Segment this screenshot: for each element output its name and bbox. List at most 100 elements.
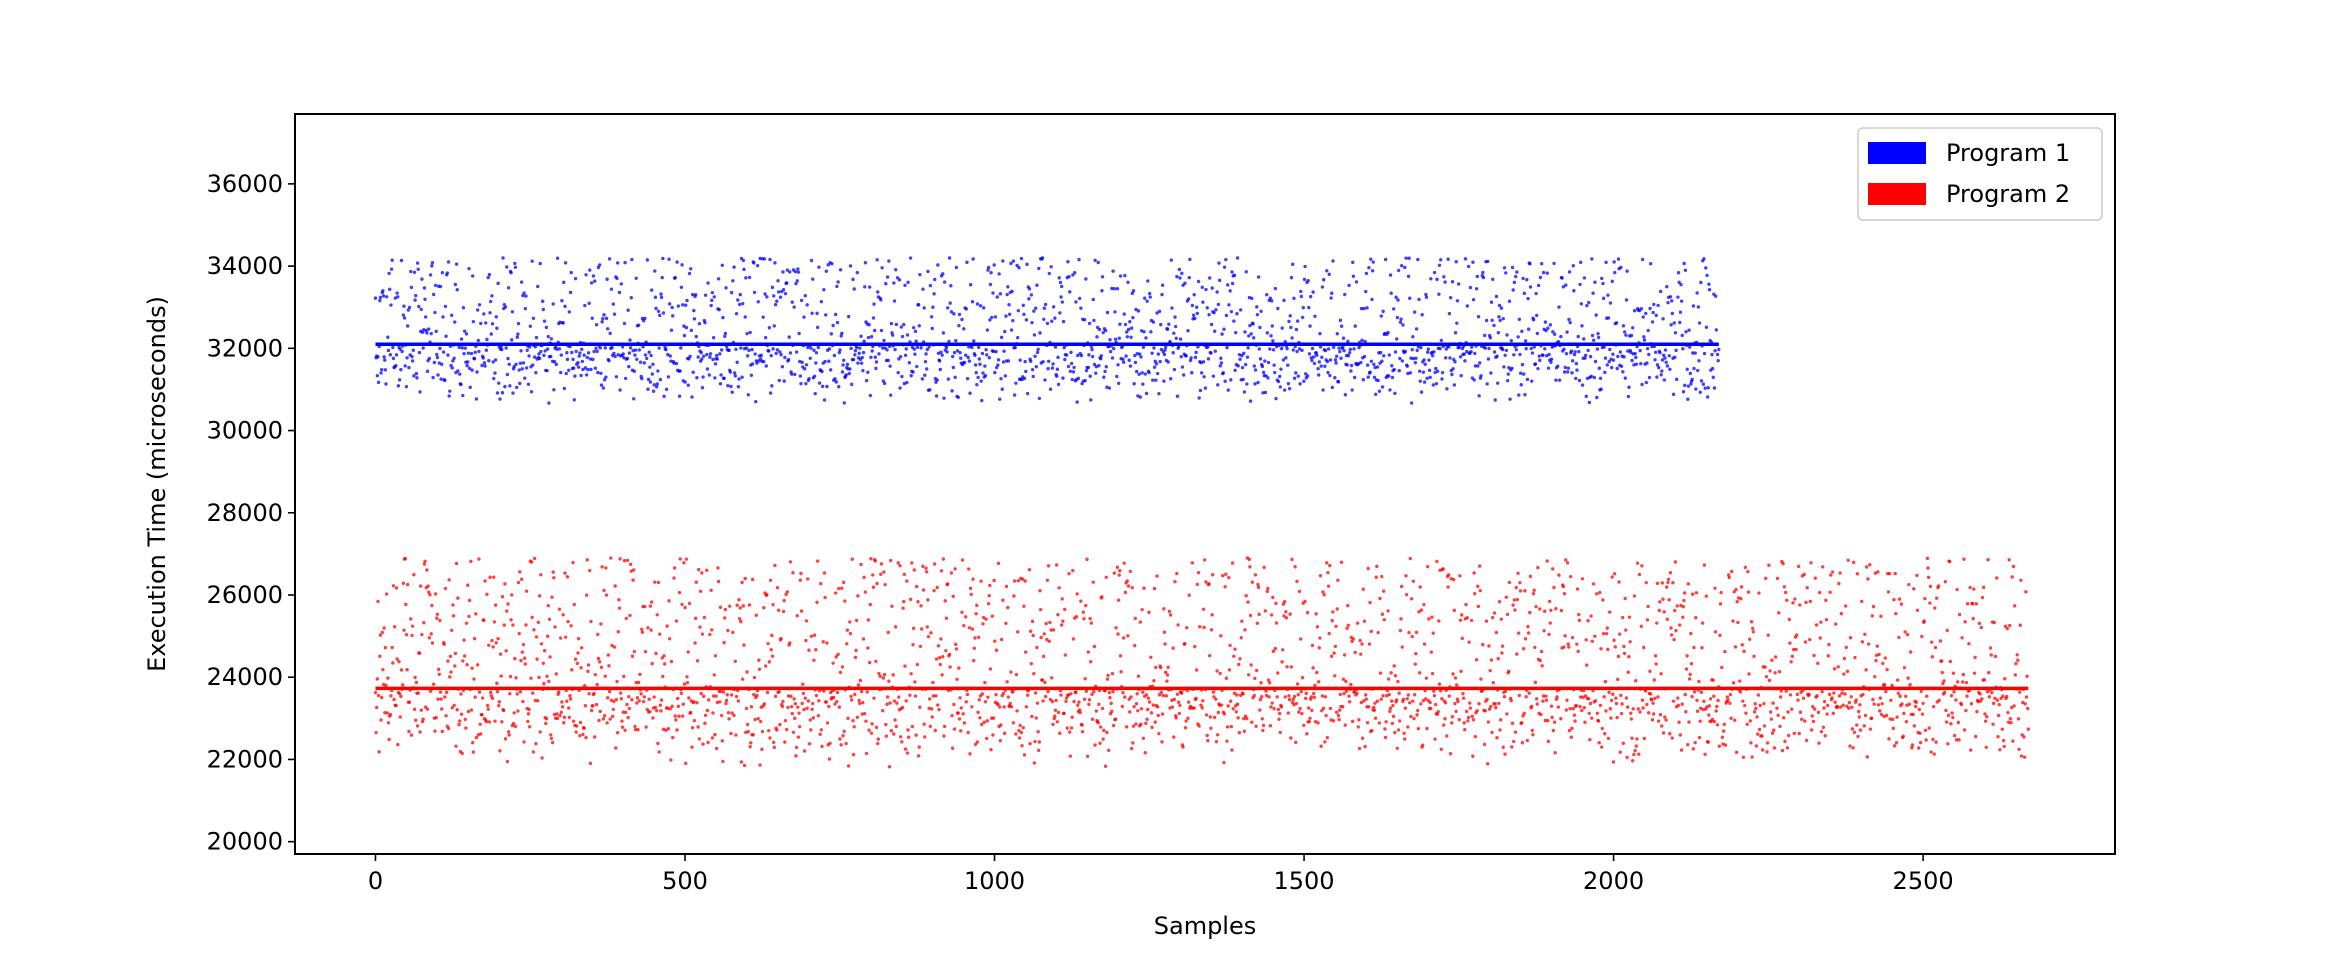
series-1-point <box>1038 331 1042 335</box>
series-1-point <box>941 272 945 276</box>
series-2-point <box>391 584 396 588</box>
series-2-point <box>865 690 869 694</box>
series-2-point <box>848 620 852 624</box>
series-1-point <box>1137 372 1141 376</box>
series-1-point <box>928 283 933 288</box>
series-2-point <box>1783 739 1787 744</box>
series-1-point <box>1025 262 1029 267</box>
series-1-point <box>1424 292 1428 297</box>
series-1-point <box>1427 358 1431 362</box>
series-2-point <box>956 711 960 715</box>
series-2-point <box>1762 724 1767 728</box>
series-2-point <box>1681 615 1685 619</box>
series-1-point <box>1022 376 1027 381</box>
series-2-point <box>1457 717 1461 722</box>
series-2-point <box>1690 694 1694 699</box>
series-1-point <box>1034 365 1039 369</box>
series-2-point <box>723 607 728 612</box>
series-2-point <box>560 700 564 704</box>
series-2-point <box>755 693 759 698</box>
series-1-point <box>1172 367 1177 372</box>
series-1-point <box>989 271 993 275</box>
series-2-point <box>539 573 543 577</box>
series-2-point <box>2026 727 2031 731</box>
series-2-point <box>477 557 481 561</box>
series-2-point <box>1612 572 1617 576</box>
series-1-point <box>923 359 928 364</box>
series-2-point <box>1801 696 1806 700</box>
series-2-point <box>1971 616 1975 621</box>
series-2-point <box>1313 683 1317 688</box>
series-1-point <box>1238 357 1242 361</box>
series-2-point <box>1860 640 1865 644</box>
series-2-point <box>435 616 439 620</box>
series-1-point <box>514 362 518 366</box>
series-1-point <box>1316 367 1320 371</box>
series-2-point <box>636 728 640 732</box>
series-2-point <box>805 706 809 710</box>
series-1-point <box>391 356 396 361</box>
series-2-point <box>1139 722 1143 726</box>
series-2-point <box>1589 614 1593 618</box>
series-1-point <box>1411 335 1415 339</box>
series-2-point <box>951 594 955 598</box>
series-2-point <box>895 701 899 705</box>
series-1-point <box>679 346 683 350</box>
series-2-point <box>549 736 554 741</box>
series-1-point <box>608 331 612 336</box>
series-1-point <box>1337 346 1341 350</box>
series-1-point <box>1457 345 1462 350</box>
series-1-point <box>994 365 999 370</box>
series-1-point <box>1279 346 1284 351</box>
series-2-point <box>1893 571 1897 576</box>
series-2-point <box>1608 610 1612 614</box>
y-tick-label: 28000 <box>207 499 283 527</box>
series-1-point <box>991 291 995 295</box>
series-2-point <box>1273 646 1277 651</box>
series-2-point <box>1393 730 1397 735</box>
series-2-point <box>935 585 939 590</box>
series-2-point <box>790 711 794 716</box>
series-1-point <box>1588 354 1593 359</box>
series-1-point <box>736 298 740 302</box>
series-2-point <box>1256 585 1261 590</box>
series-1-point <box>770 384 774 388</box>
series-1-point <box>983 364 987 368</box>
series-2-point <box>834 655 838 659</box>
series-1-point <box>1124 354 1128 358</box>
series-1-point <box>759 353 764 358</box>
series-1-point <box>1157 309 1162 314</box>
series-2-point <box>1630 759 1635 763</box>
series-2-point <box>1246 600 1250 604</box>
series-2-point <box>1318 636 1322 640</box>
series-1-point <box>1525 377 1530 382</box>
series-1-point <box>1408 371 1413 375</box>
series-1-point <box>1339 356 1343 360</box>
series-1-point <box>1286 363 1290 367</box>
series-1-point <box>896 370 900 375</box>
series-1-point <box>446 353 450 357</box>
series-2-point <box>1802 572 1806 577</box>
series-1-point <box>659 295 664 300</box>
series-2-point <box>909 672 913 676</box>
series-1-point <box>1025 391 1030 396</box>
series-1-point <box>1378 350 1383 355</box>
series-1-point <box>908 256 913 260</box>
series-1-point <box>1535 331 1540 336</box>
series-2-point <box>567 715 572 720</box>
series-2-point <box>485 703 490 708</box>
legend-label-program-1: Program 1 <box>1946 139 2070 167</box>
series-2-point <box>1033 691 1038 695</box>
series-1-point <box>833 312 838 317</box>
series-2-point <box>1728 692 1733 697</box>
series-1-point <box>557 347 562 351</box>
series-1-point <box>511 391 515 395</box>
series-1-point <box>503 384 507 389</box>
series-1-point <box>1256 275 1261 279</box>
series-1-point <box>1053 316 1057 320</box>
series-2-point <box>1650 718 1655 722</box>
series-2-point <box>716 579 721 584</box>
series-1-point <box>477 303 482 307</box>
series-1-point <box>1579 260 1583 265</box>
series-1-point <box>919 346 923 350</box>
